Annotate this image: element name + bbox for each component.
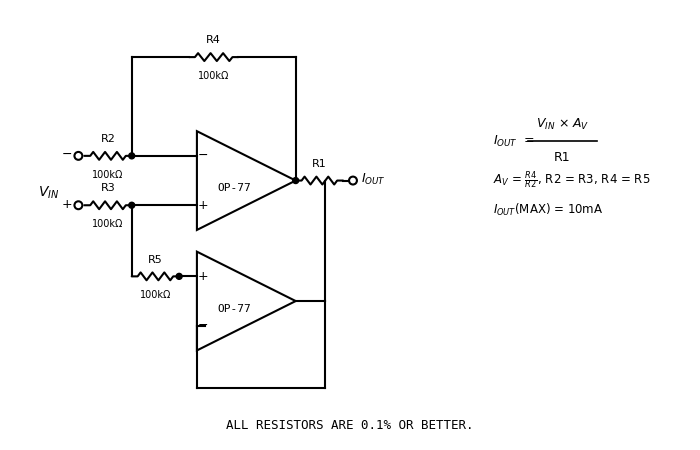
- Text: −: −: [197, 319, 208, 332]
- Text: R2: R2: [101, 134, 116, 144]
- Text: R1: R1: [554, 151, 570, 164]
- Text: R3: R3: [101, 184, 116, 194]
- Text: 100kΩ: 100kΩ: [92, 219, 124, 229]
- Circle shape: [293, 178, 299, 184]
- Text: $V_{IN}$: $V_{IN}$: [38, 184, 60, 201]
- Text: +: +: [197, 270, 208, 283]
- Text: OP-77: OP-77: [217, 304, 251, 314]
- Text: $I_{OUT}$  =: $I_{OUT}$ =: [494, 134, 535, 149]
- Text: −: −: [62, 148, 72, 162]
- Circle shape: [176, 274, 182, 279]
- Text: −: −: [197, 149, 208, 162]
- Text: 100kΩ: 100kΩ: [92, 170, 124, 180]
- Text: OP-77: OP-77: [217, 184, 251, 194]
- Text: R1: R1: [312, 159, 327, 169]
- Text: 100kΩ: 100kΩ: [198, 71, 230, 81]
- Circle shape: [129, 202, 134, 208]
- Text: +: +: [61, 198, 72, 211]
- Text: +: +: [197, 199, 208, 212]
- Text: R5: R5: [148, 255, 163, 265]
- Text: $A_V$ = $\frac{R4}{R2}$, R2 = R3, R4 = R5: $A_V$ = $\frac{R4}{R2}$, R2 = R3, R4 = R…: [494, 170, 650, 191]
- Text: ALL RESISTORS ARE 0.1% OR BETTER.: ALL RESISTORS ARE 0.1% OR BETTER.: [226, 419, 474, 432]
- Circle shape: [129, 153, 134, 159]
- Text: R4: R4: [206, 35, 221, 45]
- Text: $V_{IN}$ × $A_V$: $V_{IN}$ × $A_V$: [536, 117, 589, 132]
- Text: $I_{OUT}$: $I_{OUT}$: [361, 172, 386, 187]
- Text: $I_{OUT}$(MAX) = 10mA: $I_{OUT}$(MAX) = 10mA: [494, 202, 603, 218]
- Text: 100kΩ: 100kΩ: [140, 290, 171, 300]
